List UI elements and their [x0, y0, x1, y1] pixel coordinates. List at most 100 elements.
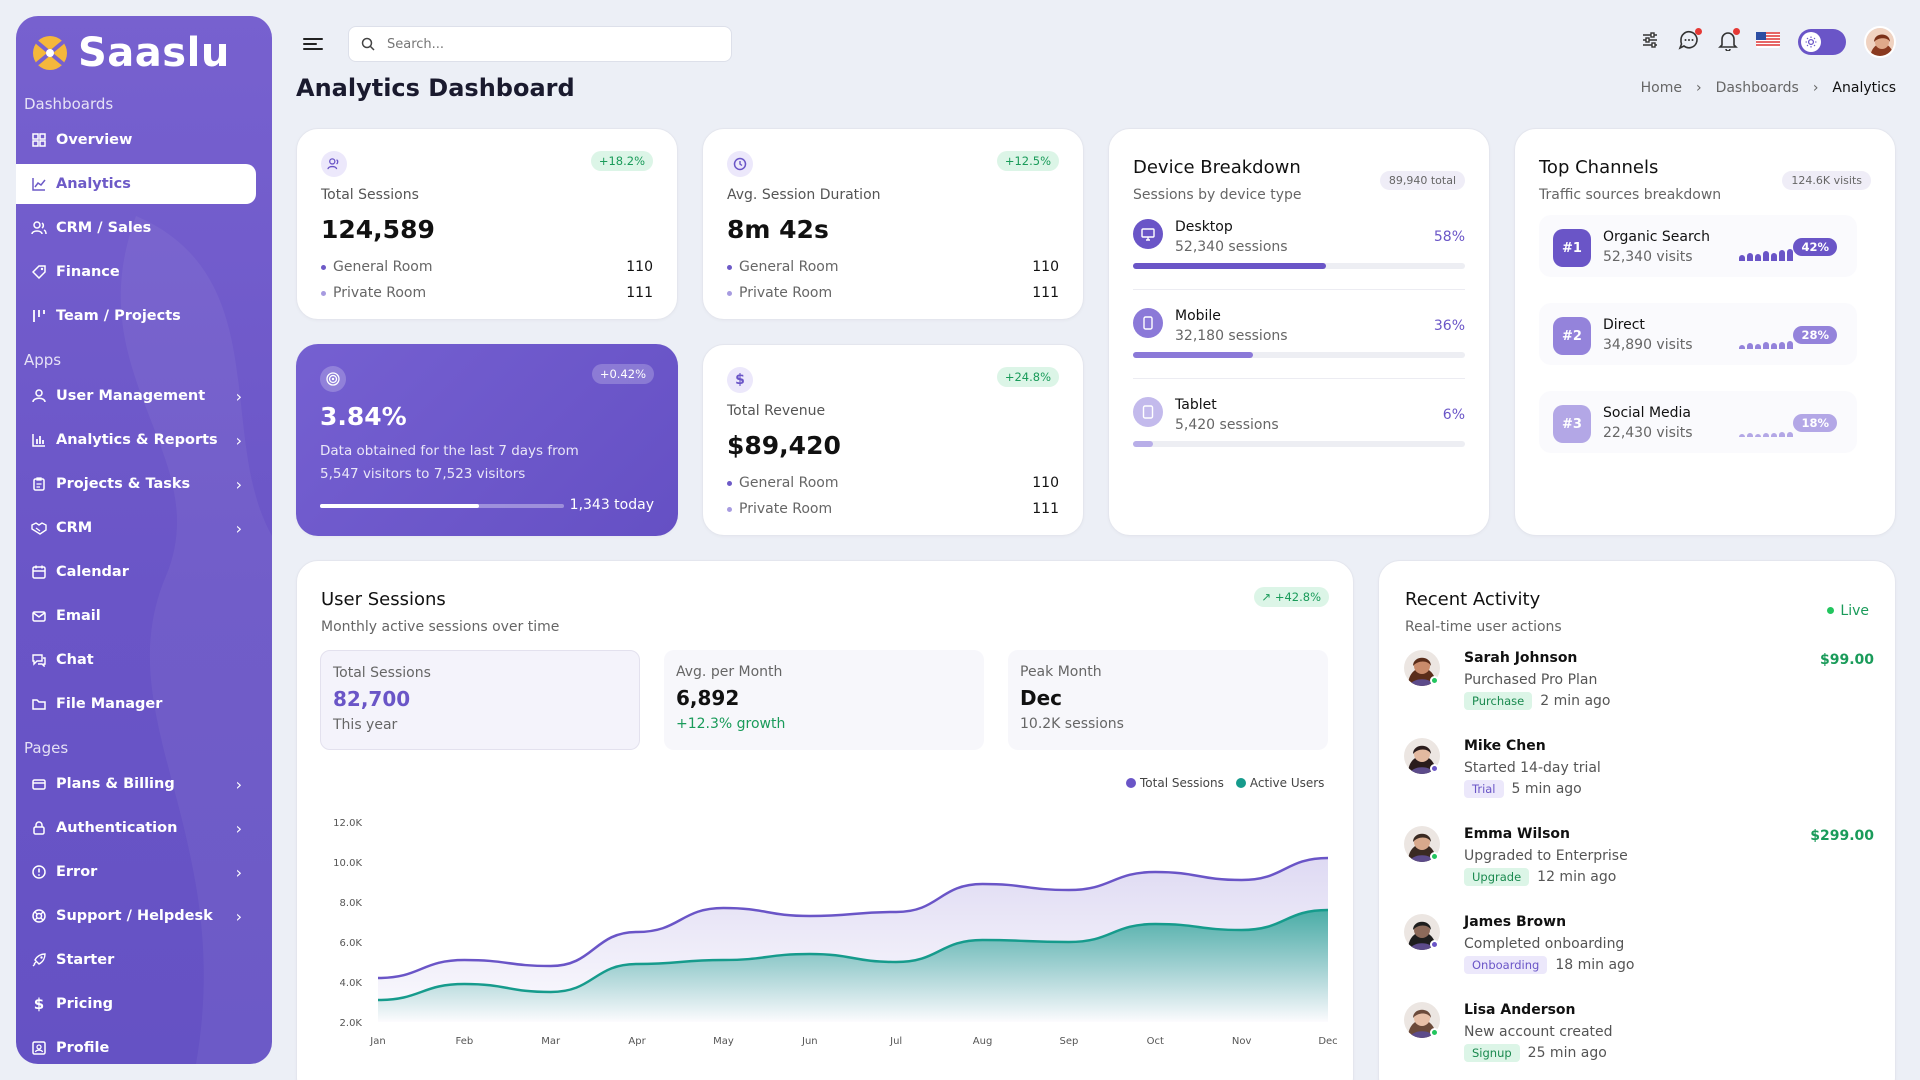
activity-user[interactable]: Sarah Johnson	[1464, 650, 1578, 666]
sidebar-item-label: User Management	[56, 388, 206, 404]
sidebar-item-label: CRM / Sales	[56, 220, 152, 236]
user-avatar-button[interactable]	[1864, 26, 1896, 58]
sidebar-item-authentication[interactable]: Authentication ›	[16, 808, 256, 848]
sidebar-item-analytics[interactable]: Analytics	[16, 164, 256, 204]
series-line-active-users[interactable]	[377, 908, 1329, 1002]
chat-icon	[31, 652, 47, 668]
filter-settings-button[interactable]	[1640, 30, 1660, 54]
sidebar-item-pricing[interactable]: $ Pricing	[16, 984, 256, 1024]
row-value: 111	[1032, 285, 1059, 301]
chevron-right-icon: ›	[235, 774, 242, 794]
sidebar-item-label: Starter	[56, 952, 115, 968]
activity-user[interactable]: James Brown	[1464, 914, 1567, 930]
language-button[interactable]	[1756, 32, 1780, 52]
activity-amount: $299.00	[1810, 828, 1874, 844]
target-icon	[320, 366, 346, 392]
sidebar-item-label: Profile	[56, 1040, 110, 1056]
channel-row[interactable]: #3 Social Media 22,430 visits 18%	[1539, 391, 1857, 453]
card-subtitle: Real-time user actions	[1405, 619, 1562, 635]
breadcrumb-dashboards[interactable]: Dashboards	[1715, 80, 1799, 96]
device-sessions: 5,420 sessions	[1175, 417, 1279, 433]
activity-user[interactable]: Emma Wilson	[1464, 826, 1571, 842]
chevron-right-icon: ›	[235, 518, 242, 538]
breadcrumb-current: Analytics	[1832, 80, 1896, 96]
device-row-tablet: Tablet 5,420 sessions 6%	[1133, 397, 1465, 457]
device-bar-fill	[1133, 441, 1153, 447]
activity-time: 2 min ago	[1540, 693, 1611, 709]
sidebar-item-calendar[interactable]: Calendar	[16, 552, 256, 592]
sidebar-item-crm-sales[interactable]: CRM / Sales	[16, 208, 256, 248]
row-value: 111	[1032, 501, 1059, 517]
sidebar-item-user-management[interactable]: User Management ›	[16, 376, 256, 416]
channel-row[interactable]: #1 Organic Search 52,340 visits 42%	[1539, 215, 1857, 277]
sidebar-item-team-projects[interactable]: Team / Projects	[16, 296, 256, 336]
channel-percent: 18%	[1793, 414, 1837, 432]
sidebar-item-analytics-reports[interactable]: Analytics & Reports ›	[16, 420, 256, 460]
sidebar-item-error[interactable]: Error ›	[16, 852, 256, 892]
activity-item[interactable]: Emma Wilson Upgraded to Enterprise Upgrade…	[1404, 826, 1874, 906]
legend-item[interactable]: Active Users	[1235, 776, 1324, 790]
series-area-active-users	[378, 910, 1328, 1022]
activity-item[interactable]: James Brown Completed onboarding Onboardin…	[1404, 914, 1874, 994]
sidebar-item-overview[interactable]: Overview	[16, 120, 256, 160]
activity-user[interactable]: Mike Chen	[1464, 738, 1546, 754]
messages-button[interactable]	[1678, 28, 1702, 55]
sidebar-item-finance[interactable]: Finance	[16, 252, 256, 292]
theme-toggle[interactable]	[1798, 29, 1846, 55]
activity-user[interactable]: Lisa Anderson	[1464, 1002, 1576, 1018]
handshake-icon	[31, 520, 47, 536]
activity-item[interactable]: Lisa Anderson New account created Signup 25…	[1404, 1002, 1874, 1080]
sidebar-item-starter[interactable]: Starter	[16, 940, 256, 980]
series-line-total-sessions[interactable]	[377, 856, 1329, 980]
card-title: User Sessions	[321, 589, 446, 610]
chevron-right-icon: ›	[235, 430, 242, 450]
mail-icon	[31, 608, 47, 624]
search-input[interactable]	[387, 36, 687, 52]
legend-label: Total Sessions	[1140, 776, 1224, 790]
notifications-button[interactable]	[1718, 28, 1740, 55]
sidebar-item-projects-tasks[interactable]: Projects & Tasks ›	[16, 464, 256, 504]
avatar	[1404, 650, 1440, 686]
sidebar-item-profile[interactable]: Profile	[16, 1028, 256, 1064]
sidebar-background-pattern	[120, 216, 272, 1064]
sidebar-item-chat[interactable]: Chat	[16, 640, 256, 680]
sidebar-item-crm[interactable]: CRM ›	[16, 508, 256, 548]
sidebar-item-support-helpdesk[interactable]: Support / Helpdesk ›	[16, 896, 256, 936]
sidebar-item-label: Team / Projects	[56, 308, 181, 324]
progress-fill	[320, 504, 479, 508]
chevron-right-icon: ›	[1695, 80, 1702, 96]
lifebuoy-icon	[31, 908, 47, 924]
legend-item[interactable]: Total Sessions	[1126, 776, 1224, 790]
sidebar-item-file-manager[interactable]: File Manager	[16, 684, 256, 724]
sidebar-item-email[interactable]: Email	[16, 596, 256, 636]
trend-up-icon: ↗	[1261, 590, 1272, 604]
stat-label: Peak Month	[1020, 664, 1102, 680]
sidebar-item-plans-billing[interactable]: Plans & Billing ›	[16, 764, 256, 804]
chevron-right-icon: ›	[235, 474, 242, 494]
device-bar-fill	[1133, 352, 1253, 358]
activity-action: Upgraded to Enterprise	[1464, 848, 1628, 864]
search-bar[interactable]	[348, 26, 732, 62]
card-subtitle: Monthly active sessions over time	[321, 619, 560, 635]
live-dot	[1827, 607, 1835, 614]
stat-total-sessions: Total Sessions 82,700 This year	[320, 650, 640, 750]
menu-toggle-button[interactable]	[302, 36, 324, 52]
brand-logo[interactable]: Saaslu	[30, 30, 230, 76]
credit-card-icon	[31, 776, 47, 792]
activity-item[interactable]: Sarah Johnson Purchased Pro Plan Purchase 2…	[1404, 650, 1874, 730]
y-tick-label: 10.0K	[333, 858, 362, 869]
x-tick-label: May	[713, 1036, 734, 1047]
y-tick-label: 2.0K	[340, 1018, 363, 1029]
x-tick-label: Feb	[456, 1036, 474, 1047]
calendar-icon	[31, 564, 47, 580]
clock-icon	[727, 151, 753, 177]
activity-action: Started 14-day trial	[1464, 760, 1601, 776]
chevron-right-icon: ›	[235, 386, 242, 406]
delta-badge: +18.2%	[590, 151, 653, 171]
x-tick-label: Jan	[369, 1036, 385, 1047]
activity-item[interactable]: Mike Chen Started 14-day trial Trial 5 min …	[1404, 738, 1874, 818]
activity-action: Purchased Pro Plan	[1464, 672, 1598, 688]
device-bar	[1133, 441, 1465, 447]
breadcrumb-home[interactable]: Home	[1640, 80, 1682, 96]
channel-row[interactable]: #2 Direct 34,890 visits 28%	[1539, 303, 1857, 365]
